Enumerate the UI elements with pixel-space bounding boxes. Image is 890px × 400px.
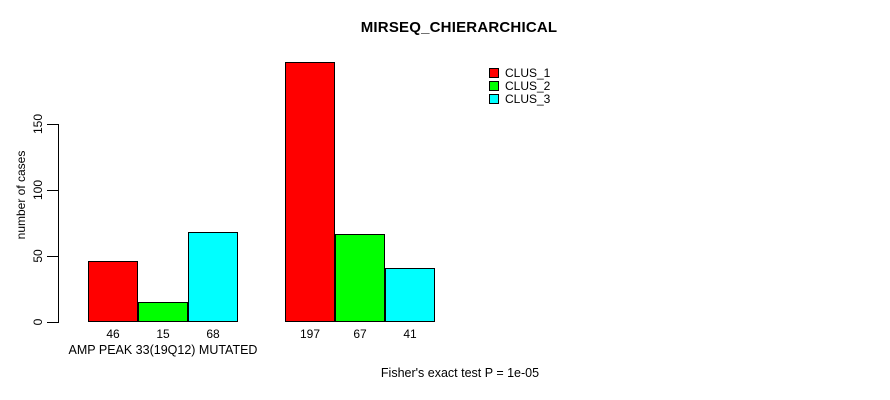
- legend-item-clus_1: CLUS_1: [489, 65, 551, 80]
- y-axis-line: [58, 124, 59, 323]
- y-axis-label: number of cases: [14, 150, 28, 240]
- legend-item-clus_3: CLUS_3: [489, 91, 551, 106]
- p-value-footnote: Fisher's exact test P = 1e-05: [380, 366, 540, 380]
- bar-clus_1-group1: [88, 261, 138, 322]
- y-axis-tick: [47, 124, 58, 125]
- y-axis-tick: [47, 190, 58, 191]
- legend-swatch-icon: [489, 67, 499, 78]
- y-axis-tick-label: 0: [31, 318, 45, 326]
- legend-label: CLUS_2: [505, 78, 551, 93]
- bar-value-label: 15: [156, 327, 170, 341]
- legend-label: CLUS_1: [505, 65, 551, 80]
- legend-label: CLUS_3: [505, 91, 551, 106]
- y-axis-tick: [47, 322, 58, 323]
- bar-value-label: 41: [403, 327, 417, 341]
- legend-swatch-icon: [489, 93, 499, 104]
- bar-clus_3-group2: [385, 268, 435, 322]
- y-axis-tick-label: 150: [31, 113, 45, 135]
- bar-value-label: 46: [106, 327, 120, 341]
- bar-clus_2-group2: [335, 234, 385, 322]
- bar-clus_1-group2: [285, 62, 335, 322]
- bar-clus_2-group1: [138, 302, 188, 322]
- bar-value-label: 67: [353, 327, 367, 341]
- y-axis-tick-label: 100: [31, 179, 45, 201]
- bar-clus_3-group1: [188, 232, 238, 322]
- legend-swatch-icon: [489, 80, 499, 91]
- legend-item-clus_2: CLUS_2: [489, 78, 551, 93]
- x-axis-group-label: AMP PEAK 33(19Q12) MUTATED: [68, 343, 258, 357]
- bar-value-label: 68: [206, 327, 220, 341]
- y-axis-tick-label: 50: [31, 249, 45, 263]
- chart-title: MIRSEQ_CHIERARCHICAL: [360, 19, 558, 36]
- bar-value-label: 197: [299, 327, 321, 341]
- y-axis-tick: [47, 256, 58, 257]
